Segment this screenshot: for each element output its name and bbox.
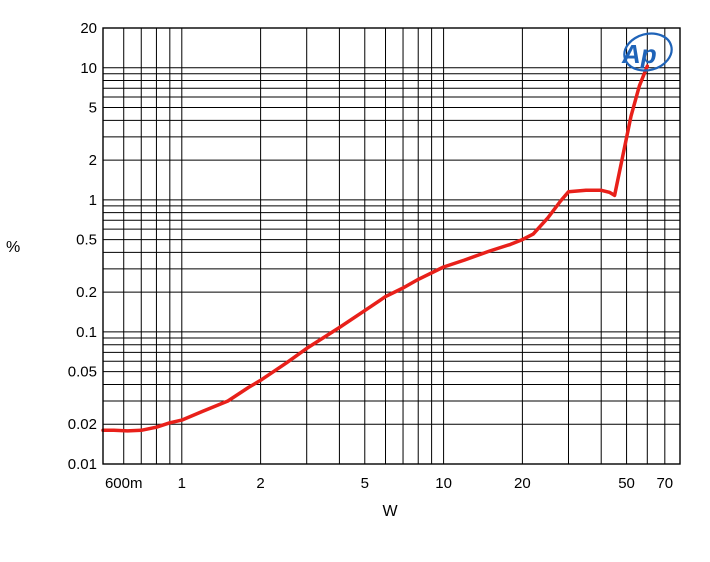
ap-logo: Ap	[621, 39, 657, 69]
ap-logo-mark: Ap	[621, 32, 673, 72]
series-line	[101, 64, 650, 433]
y-tick-label: 20	[80, 20, 97, 37]
plot-frame	[102, 27, 681, 465]
y-tick-label: 5	[89, 100, 97, 117]
x-tick-labels: 600m 1 2 5 10 20 50 70	[105, 475, 673, 492]
x-tick-label: 20	[514, 475, 531, 492]
x-tick-label: 1	[178, 475, 186, 492]
y-tick-label: 10	[80, 60, 97, 77]
y-tick-label: 0.05	[68, 364, 97, 381]
y-tick-labels: 0.01 0.02 0.05 0.1 0.2 0.5 1 2 5 10 20	[68, 20, 97, 473]
series-layer	[101, 64, 650, 433]
y-axis-label: %	[6, 239, 20, 256]
y-tick-label: 0.5	[76, 232, 97, 249]
x-axis-label: W	[382, 503, 398, 520]
x-tick-label: 50	[618, 475, 635, 492]
x-tick-label: 5	[361, 475, 369, 492]
y-tick-label: 2	[89, 152, 97, 169]
x-tick-label: 2	[256, 475, 264, 492]
ap-logo-ring	[623, 32, 673, 72]
y-tick-label: 0.02	[68, 416, 97, 433]
y-tick-label: 0.2	[76, 284, 97, 301]
x-tick-label: 70	[656, 475, 673, 492]
grid	[103, 28, 680, 464]
y-tick-label: 0.01	[68, 456, 97, 473]
x-tick-label: 10	[435, 475, 452, 492]
x-tick-label: 600m	[105, 475, 143, 492]
y-tick-label: 0.1	[76, 324, 97, 341]
y-tick-label: 1	[89, 192, 97, 209]
